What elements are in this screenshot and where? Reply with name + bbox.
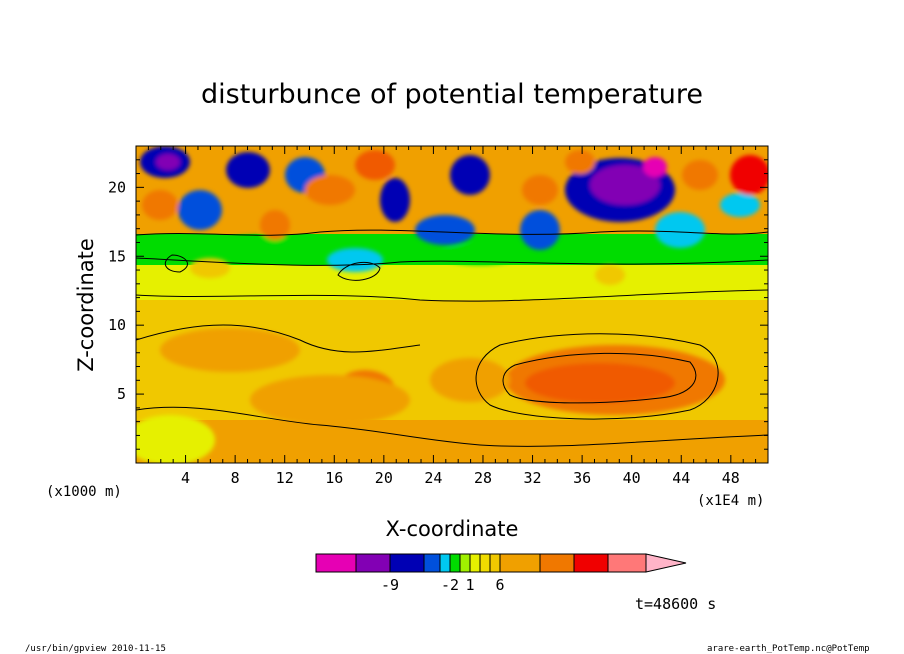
colorbar-segment <box>489 553 501 573</box>
y-axis-label: Z-coordinate <box>74 238 98 372</box>
chart-title: disturbunce of potential temperature <box>201 79 703 110</box>
cool-patch <box>595 265 625 285</box>
band-surface <box>136 420 768 463</box>
contour-line <box>164 254 188 273</box>
colorbar-segment <box>423 553 441 573</box>
contour-line <box>502 352 697 404</box>
x-unit-left: (x1000 m) <box>46 484 122 500</box>
hot-cell <box>565 150 595 174</box>
x-tick-label: 12 <box>276 469 294 487</box>
y-tick-label: 10 <box>108 316 126 334</box>
colorbar-arrow <box>645 553 687 573</box>
x-tick-label: 16 <box>325 469 343 487</box>
x-tick-label: 20 <box>375 469 393 487</box>
x-tick-label: 40 <box>623 469 641 487</box>
axis-ticks <box>136 146 768 463</box>
colorbar-segment <box>459 553 471 573</box>
y-tick-labels: 5 10 15 20 <box>108 178 126 403</box>
plot-area <box>136 146 768 463</box>
hot-cell <box>682 160 718 190</box>
colorbar-segment <box>607 553 647 573</box>
x-tick-label: 48 <box>722 469 740 487</box>
cool-patch <box>136 415 215 463</box>
x-tick-label: 44 <box>672 469 690 487</box>
contour-line <box>136 257 768 266</box>
cold-cell <box>220 235 300 255</box>
contour-line <box>337 261 381 281</box>
x-tick-label: 24 <box>424 469 442 487</box>
cold-cell <box>156 154 180 170</box>
contour-line <box>475 333 719 420</box>
cool-patch <box>190 258 230 278</box>
hot-cell <box>142 190 178 220</box>
x-tick-label: 32 <box>524 469 542 487</box>
time-label: t=48600 s <box>635 595 716 613</box>
warm-patch <box>430 358 510 402</box>
hot-cell <box>305 175 355 205</box>
cold-cell <box>415 215 475 245</box>
warm-patch <box>160 328 300 372</box>
footer-right: arare-earth_PotTemp.nc@PotTemp <box>707 644 870 654</box>
x-unit-right: (x1E4 m) <box>697 493 764 509</box>
cold-cell <box>520 210 560 250</box>
colorbar-segment <box>469 553 481 573</box>
cold-cell <box>327 248 383 272</box>
y-tick-label: 20 <box>108 178 126 196</box>
hot-cell <box>522 175 558 205</box>
hot-cell <box>355 150 395 180</box>
cold-cell <box>450 155 490 195</box>
band-upper-yellow <box>136 260 768 300</box>
colorbar-segment <box>479 553 491 573</box>
warm-patch <box>525 363 675 403</box>
cold-cell <box>226 152 270 188</box>
contour-line <box>136 229 768 236</box>
y-tick-label: 15 <box>108 247 126 265</box>
colorbar-label: 1 <box>465 576 474 594</box>
cold-cell <box>590 165 660 205</box>
y-tick-label: 5 <box>117 385 126 403</box>
contour-line <box>136 406 768 447</box>
cold-cell <box>643 157 667 177</box>
x-tick-labels: 4 8 12 16 20 24 28 32 36 40 44 48 <box>181 469 740 487</box>
x-tick-label: 36 <box>573 469 591 487</box>
colorbar-label: -2 <box>441 576 459 594</box>
hot-cell <box>260 210 290 240</box>
x-tick-label: 4 <box>181 469 190 487</box>
colorbar-segment <box>355 553 391 573</box>
x-tick-label: 8 <box>231 469 240 487</box>
colorbar-label: -9 <box>381 576 399 594</box>
colorbar-segment <box>499 553 541 573</box>
colorbar-segment <box>389 553 425 573</box>
colorbar <box>315 553 687 573</box>
x-axis-label: X-coordinate <box>386 517 519 541</box>
contour-line <box>136 289 768 302</box>
colorbar-segment <box>449 553 461 573</box>
warm-patch <box>250 375 410 425</box>
colorbar-labels: -9 -2 1 6 <box>381 576 505 594</box>
cold-cell <box>655 212 705 248</box>
colorbar-label: 6 <box>495 576 504 594</box>
colorbar-segment <box>539 553 575 573</box>
plot-frame <box>135 145 769 464</box>
x-tick-label: 28 <box>474 469 492 487</box>
hot-cell <box>730 155 768 195</box>
colorbar-segment <box>573 553 609 573</box>
colorbar-segment <box>439 553 451 573</box>
cold-cell <box>720 193 760 217</box>
colorbar-segment <box>315 553 357 573</box>
cold-cell <box>380 178 410 222</box>
cold-cell <box>178 190 222 230</box>
contour-line <box>136 324 421 353</box>
cold-cell <box>440 245 520 265</box>
footer-left: /usr/bin/gpview 2010-11-15 <box>25 644 166 654</box>
